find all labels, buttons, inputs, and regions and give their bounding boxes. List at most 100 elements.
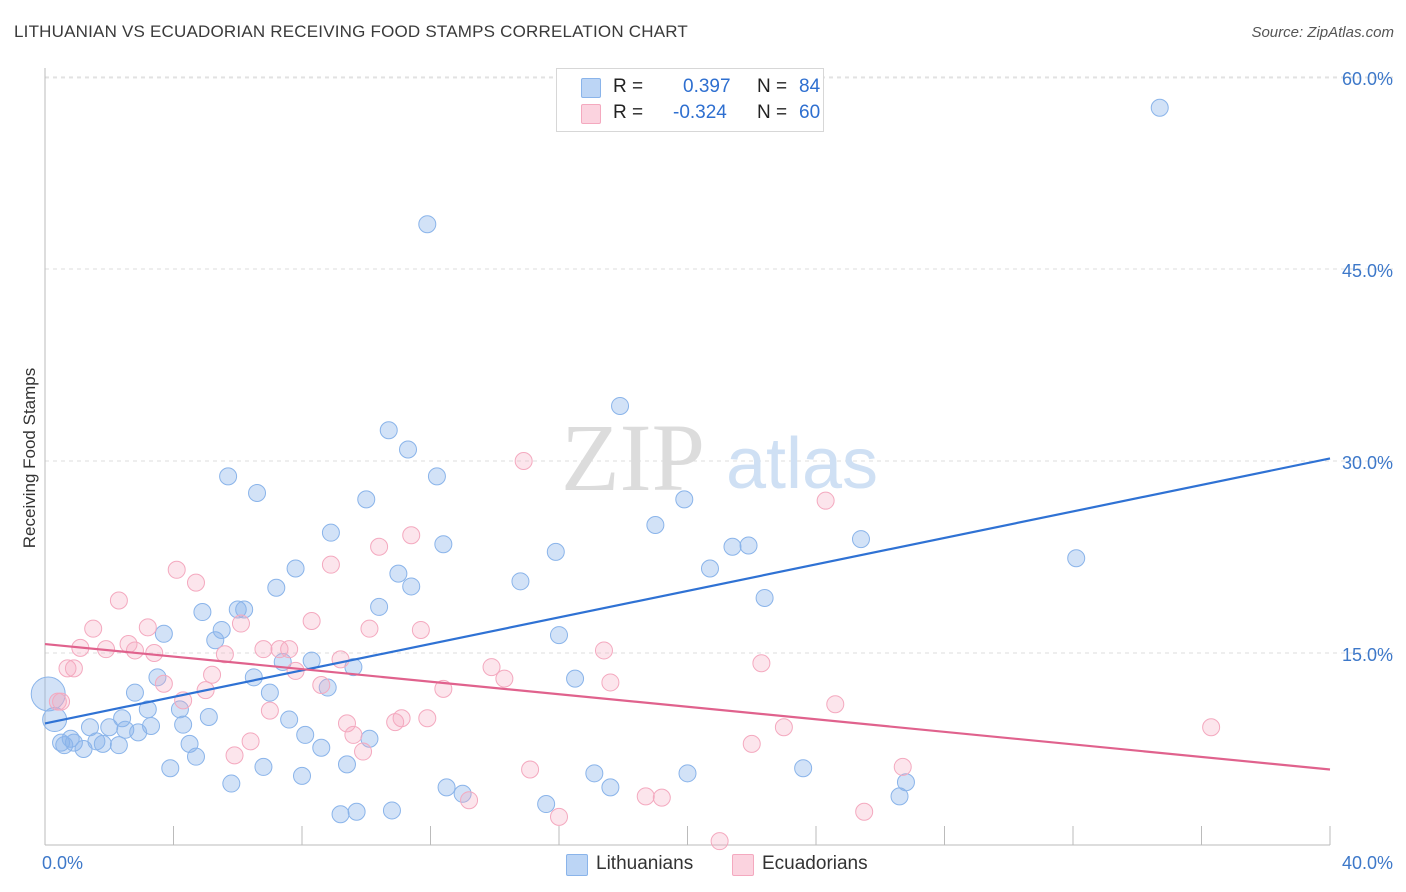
lithuanian-point (228, 600, 247, 619)
lithuanian-point (601, 778, 620, 797)
ecuadorian-point (254, 640, 273, 659)
lithuanian-point (212, 620, 231, 639)
ecuadorian-point (231, 614, 250, 633)
lithuanian-point (678, 764, 697, 783)
lithuanian-point (312, 738, 331, 757)
lithuanian-point (244, 668, 263, 687)
y-tick-label: 45.0% (1342, 261, 1393, 281)
ecuadorian-point (186, 573, 205, 592)
lithuanian-point (222, 774, 241, 793)
y-tick-label: 15.0% (1342, 645, 1393, 665)
chart-title: LITHUANIAN VS ECUADORIAN RECEIVING FOOD … (14, 22, 688, 41)
ecuadorian-point (460, 791, 479, 810)
ecuadorian-point (710, 832, 729, 851)
lithuanian-point (64, 733, 83, 752)
axes (44, 68, 1331, 846)
ecuadorian-point (64, 659, 83, 678)
lithuanian-point (206, 631, 225, 650)
ecuadorian-point (302, 612, 321, 630)
ecuadorian-point (215, 645, 234, 664)
ecuadorian-point (225, 746, 244, 765)
lithuanian-point (851, 530, 870, 549)
ecuadorian-point (495, 669, 514, 688)
lithuanian-point (109, 736, 128, 755)
lithuanian-point (794, 759, 813, 778)
bottom-legend-label: Lithuanians (596, 853, 694, 874)
lithuanian-point (260, 683, 279, 702)
legend-r-label: R = (613, 76, 644, 97)
series-lithuanians-points (30, 98, 1169, 824)
lithuanian-point (675, 490, 694, 509)
watermark-atlas: atlas (726, 424, 878, 504)
ecuadorian-point (331, 650, 350, 669)
lithuanian-point (286, 559, 305, 578)
ecuadorian-point (167, 560, 186, 579)
ecuadorian-point (418, 709, 437, 728)
lithuanian-point (739, 536, 758, 555)
ecuadorian-point (434, 679, 453, 698)
lithuanian-point (896, 773, 915, 792)
ecuadorian-point (855, 802, 874, 821)
grid-lines (45, 76, 1393, 654)
ecuadorian-point (360, 619, 379, 638)
lithuanian-point (219, 467, 238, 486)
lithuanian-point (402, 577, 421, 596)
lithuanian-point (100, 718, 119, 737)
ecuadorian-point (411, 620, 430, 639)
ecuadorian-point (392, 709, 411, 728)
ecuadorian-point (312, 676, 331, 694)
y-tick-label: 30.0% (1342, 453, 1393, 473)
ecuadorian-point (203, 665, 222, 684)
ecuadorian-point (84, 619, 103, 638)
lithuanian-point (161, 759, 180, 778)
legend-n-value: 60 (799, 102, 821, 123)
ecuadorian-point (58, 659, 77, 678)
ecuadorian-point (280, 640, 299, 659)
lithuanian-point (427, 467, 446, 486)
ecuadorian-point (138, 618, 157, 637)
ecuadorian-point (550, 807, 568, 826)
ecuadorian-point (636, 787, 655, 806)
lithuanian-point (755, 588, 774, 607)
ecuadorian-point (125, 641, 144, 660)
lithuanian-point (142, 716, 161, 735)
ecuadorian-point (370, 537, 389, 556)
lithuanian-point (1067, 549, 1086, 568)
lithuanian-point (418, 215, 437, 234)
ecuadorian-point (514, 452, 533, 470)
lithuanian-point (267, 578, 286, 597)
lithuanian-point (331, 805, 350, 824)
lithuanian-point (566, 669, 585, 688)
lithuanian-point (389, 564, 408, 583)
lithuanian-point (254, 757, 273, 776)
lithuanian-point (235, 600, 254, 619)
ecuadorian-point (337, 714, 356, 733)
series-ecuadorians-points (48, 452, 1221, 851)
lithuanian-point (93, 734, 112, 753)
lithuanian-point (280, 710, 299, 729)
bottom-legend-label: Ecuadorians (762, 853, 868, 874)
lithuanian-point (199, 708, 218, 726)
watermark: ZIP atlas (561, 404, 878, 511)
ecuadorian-point (344, 725, 363, 744)
lithuanian-point (248, 484, 267, 502)
lithuanian-point (125, 683, 144, 702)
ecuadorian-point (594, 641, 613, 660)
lithuanian-point (546, 542, 565, 561)
ecuadorian-point (270, 640, 289, 659)
legend-r-value: 0.397 (683, 76, 731, 97)
lithuanian-point (611, 396, 630, 415)
lithuanian-point (52, 733, 71, 752)
ecuadorian-point (816, 491, 835, 510)
lithuanian-point (293, 766, 311, 785)
lithuanian-point (585, 764, 604, 783)
bottom-legend-swatch-ecuadorians (732, 854, 754, 876)
y-tick-label: 60.0% (1342, 69, 1393, 89)
lithuanian-point (437, 778, 456, 797)
correlation-legend: R = 0.397 N = 84 R = -0.324 N = 60 (556, 68, 824, 132)
legend-n-label: N = (757, 102, 788, 123)
ecuadorian-point (145, 644, 164, 662)
ecuadorian-point (1202, 718, 1221, 737)
lithuanian-point (370, 597, 389, 616)
